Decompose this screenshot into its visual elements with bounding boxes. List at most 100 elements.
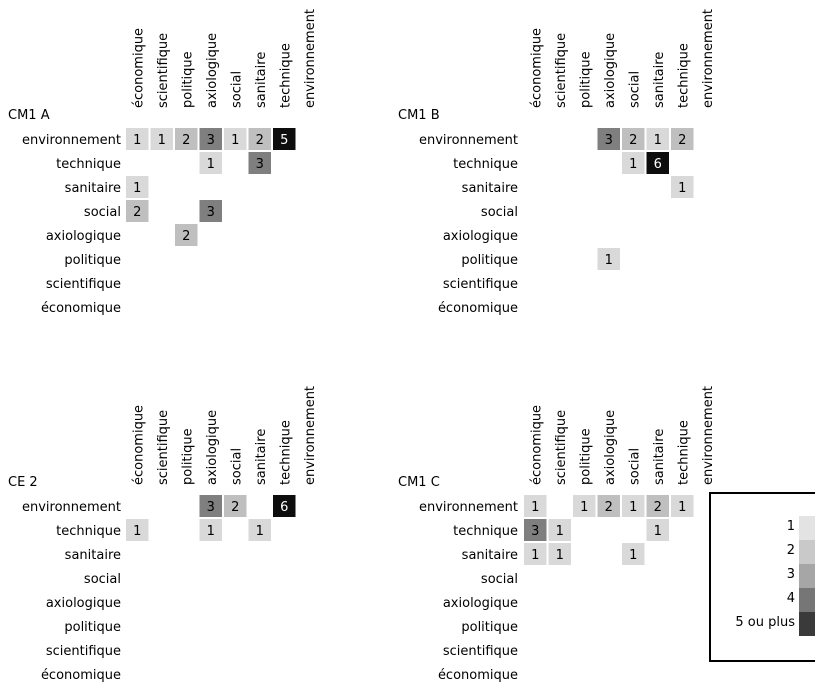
- legend: 1 2 3 4 5 ou plus: [709, 492, 815, 662]
- heatmap-cell: [199, 519, 222, 541]
- cell-value: 1: [556, 548, 564, 563]
- row-label: sanitaire: [462, 181, 518, 196]
- row-label: politique: [64, 253, 121, 268]
- legend-label: 2: [786, 543, 795, 558]
- row-label: axiologique: [46, 596, 121, 611]
- heatmap-cell: [671, 176, 694, 198]
- heatmap-cell: [646, 152, 669, 174]
- cell-value: 1: [133, 524, 141, 539]
- cell-value: 1: [207, 524, 215, 539]
- legend-swatch: [799, 588, 815, 612]
- heatmap-cell: [622, 152, 645, 174]
- row-label: politique: [64, 620, 121, 635]
- column-label: scientifique: [156, 410, 171, 485]
- cell-value: 3: [605, 133, 613, 148]
- heatmap-panel: CM1 B économique scientifique politique axio…: [398, 9, 716, 316]
- legend-entry: 4: [711, 588, 815, 612]
- row-label: économique: [438, 668, 518, 683]
- column-label: scientifique: [554, 33, 569, 108]
- heatmap-panel: CE 2 économique scientifique politique axiol…: [8, 386, 318, 683]
- heatmap-cell: [646, 519, 669, 541]
- heatmap-cell: [273, 495, 296, 517]
- legend-entry: 2: [711, 540, 815, 564]
- cell-value: 2: [629, 133, 637, 148]
- heatmap-cell: [622, 128, 645, 150]
- row-label: social: [481, 205, 518, 220]
- row-label: social: [481, 572, 518, 587]
- heatmap-cell: [248, 152, 271, 174]
- cell-value: 1: [207, 157, 215, 172]
- column-label: scientifique: [156, 33, 171, 108]
- column-label: politique: [180, 51, 195, 108]
- row-label: technique: [56, 157, 121, 172]
- legend-swatch: [799, 564, 815, 588]
- row-label: sanitaire: [65, 181, 121, 196]
- cell-value: 6: [280, 500, 288, 515]
- heatmap-cell: [622, 495, 645, 517]
- legend-entry: 3: [711, 564, 815, 588]
- heatmap-cell: [597, 495, 620, 517]
- column-label: axiologique: [205, 33, 220, 108]
- heatmap-cell: [126, 176, 149, 198]
- heatmap-cell: [646, 495, 669, 517]
- cell-value: 1: [654, 133, 662, 148]
- cell-value: 2: [605, 500, 613, 515]
- panel-title: CM1 C: [398, 475, 440, 490]
- row-label: sanitaire: [65, 548, 121, 563]
- row-label: scientifique: [46, 644, 121, 659]
- cell-value: 1: [605, 253, 613, 268]
- column-label: social: [627, 71, 642, 108]
- legend-label: 4: [786, 591, 795, 606]
- heatmap-cell: [671, 495, 694, 517]
- row-label: scientifique: [46, 277, 121, 292]
- column-label: axiologique: [205, 410, 220, 485]
- panel-title: CE 2: [8, 475, 38, 490]
- heatmap-cell: [150, 128, 173, 150]
- row-label: environnement: [22, 133, 121, 148]
- cell-value: 1: [133, 133, 141, 148]
- heatmap-cell: [671, 128, 694, 150]
- cell-value: 3: [207, 205, 215, 220]
- column-label: social: [229, 448, 244, 485]
- column-label: social: [229, 71, 244, 108]
- cell-value: 1: [678, 181, 686, 196]
- heatmap-cell: [524, 543, 547, 565]
- legend-swatch: [799, 612, 815, 636]
- cell-value: 2: [678, 133, 686, 148]
- row-label: environnement: [419, 500, 518, 515]
- column-label: sanitaire: [254, 52, 269, 108]
- cell-value: 1: [629, 500, 637, 515]
- column-label: social: [627, 448, 642, 485]
- heatmap-cell: [524, 519, 547, 541]
- row-label: économique: [41, 668, 121, 683]
- cell-value: 2: [231, 500, 239, 515]
- cell-value: 1: [133, 181, 141, 196]
- column-label: environnement: [303, 386, 318, 485]
- cell-value: 1: [531, 548, 539, 563]
- legend-label: 1: [786, 519, 795, 534]
- cell-value: 2: [182, 229, 190, 244]
- heatmap-cell: [548, 519, 571, 541]
- row-label: économique: [438, 301, 518, 316]
- heatmap-cell: [248, 519, 271, 541]
- column-label: technique: [278, 420, 293, 485]
- column-label: économique: [131, 405, 146, 485]
- column-label: scientifique: [554, 410, 569, 485]
- row-label: technique: [56, 524, 121, 539]
- row-label: social: [84, 205, 121, 220]
- panel-title: CM1 B: [398, 108, 440, 123]
- row-label: scientifique: [443, 277, 518, 292]
- row-label: scientifique: [443, 644, 518, 659]
- row-label: axiologique: [46, 229, 121, 244]
- cell-value: 6: [654, 157, 662, 172]
- cell-value: 1: [629, 548, 637, 563]
- column-label: politique: [578, 51, 593, 108]
- heatmap-cell: [199, 200, 222, 222]
- heatmap-cell: [248, 128, 271, 150]
- legend-swatch: [799, 540, 815, 564]
- heatmap-panel: CM1 C économique scientifique politique axio…: [398, 386, 716, 683]
- cell-value: 3: [531, 524, 539, 539]
- heatmap-cell: [524, 495, 547, 517]
- column-label: sanitaire: [652, 52, 667, 108]
- row-label: social: [84, 572, 121, 587]
